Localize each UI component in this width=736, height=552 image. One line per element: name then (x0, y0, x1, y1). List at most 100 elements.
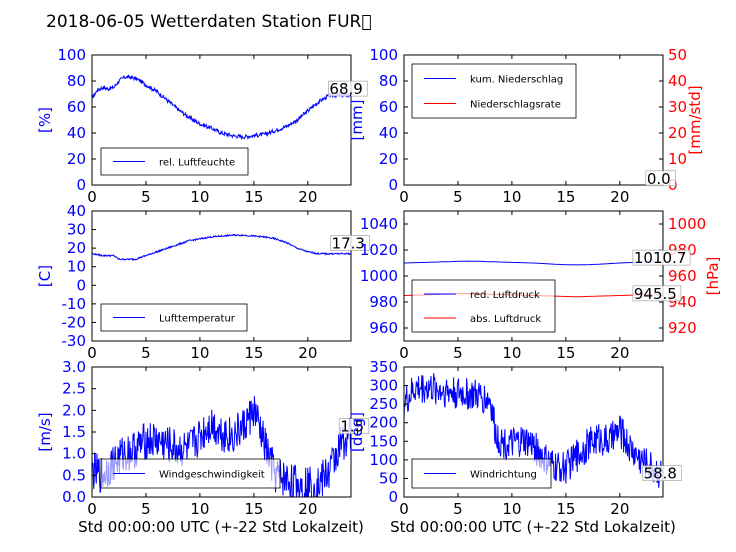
y2-tick-label: 20 (668, 124, 687, 142)
figure-title: 2018-06-05 Wetterdaten Station FUR  (46, 12, 372, 32)
y-tick-label: 2.5 (62, 380, 86, 398)
y-tick-label: -30 (62, 332, 87, 350)
legend-label: Windrichtung (470, 470, 537, 481)
y-tick-label: 60 (67, 98, 86, 116)
panel-precipitation: 05101520020406080100[mm]01020304050[mm/s… (348, 46, 704, 206)
y-tick-label: 350 (369, 358, 398, 376)
plot-frame-temperature (91, 210, 352, 342)
y-tick-label: 0 (76, 176, 86, 194)
x-tick-label: 10 (190, 188, 209, 206)
y-tick-label: 20 (67, 239, 86, 257)
x-tick-label: 20 (610, 344, 629, 362)
y-tick-label: 300 (369, 377, 398, 395)
y-tick-label: 80 (379, 72, 398, 90)
y-tick-label: 40 (67, 202, 86, 220)
x-tick-label: 20 (298, 500, 317, 518)
y2-tick-label: 40 (668, 72, 687, 90)
x-tick-label: 15 (244, 500, 263, 518)
legend-label: Windgeschwindigkeit (159, 470, 265, 481)
value-annotation-left-box (632, 249, 691, 266)
x-tick-label: 5 (453, 500, 463, 518)
y-tick-label: 3.0 (62, 358, 86, 376)
x-tick-label: 0 (399, 344, 409, 362)
legend-label: kum. Niederschlag (470, 75, 563, 86)
series-line-temperature-0 (92, 233, 351, 261)
legend-label: Lufttemperatur (159, 314, 236, 325)
value-annotation-right-box (632, 285, 682, 302)
legend-label: Niederschlagsrate (470, 100, 561, 111)
legend-label: abs. Luftdruck (470, 314, 541, 325)
x-tick-label: 15 (556, 500, 575, 518)
y2-axis-label: [mm/std] (686, 85, 704, 154)
y-tick-label: 1.0 (62, 445, 86, 463)
y-tick-label: 0 (388, 488, 398, 506)
value-annotation-box (645, 170, 676, 187)
x-tick-label: 15 (556, 188, 575, 206)
value-annotation-box (328, 80, 368, 97)
y-tick-label: 1000 (360, 267, 398, 285)
x-tick-label: 20 (298, 188, 317, 206)
x-tick-label: 10 (502, 188, 521, 206)
panel-winddirection: 0 5 10 15 20050100150200250300350[deg]Windri… (348, 358, 682, 518)
y-tick-label: 960 (369, 319, 398, 337)
panel-pressure: 0510152096098010001020104092094096098010… (360, 210, 722, 362)
y-axis-label: [mm] (348, 100, 366, 141)
x-axis-label-right: Std 00:00:00 UTC (+-22 Std Lokalzeit) (390, 518, 676, 536)
y-tick-label: 20 (67, 150, 86, 168)
y2-tick-label: 50 (668, 46, 687, 64)
y2-tick-label: 10 (668, 150, 687, 168)
y-tick-label: 0 (388, 176, 398, 194)
value-annotation: 17.3 (332, 234, 365, 252)
panel-windspeed: 0 5 10 15 20 0.0 0.5 1.0 1.5 2.0 2.5 3.0 [m/s] Windge… (36, 358, 370, 518)
value-annotation: 1.5 (340, 418, 364, 436)
panel-humidity: 0 5 10 15 20 0 20 40 60 80 100 [%] rel. Luftfeuchte 6… (36, 46, 368, 206)
x-tick-label: 5 (453, 344, 463, 362)
y-tick-label: 150 (369, 432, 398, 450)
value-annotation-left: 1010.7 (634, 249, 687, 267)
x-tick-label: 5 (453, 188, 463, 206)
y-tick-label: 50 (379, 469, 398, 487)
value-annotation-box (330, 235, 370, 251)
legend-label: red. Luftdruck (470, 290, 540, 301)
y-tick-label: 40 (67, 124, 86, 142)
x-tick-label: 5 (141, 500, 151, 518)
y-axis-label: [%] (36, 107, 54, 133)
y-axis-label: [C] (36, 265, 54, 287)
y-tick-label: 80 (67, 72, 86, 90)
y-tick-label: 100 (369, 46, 398, 64)
legend-box (411, 63, 577, 119)
x-tick-label: 10 (502, 344, 521, 362)
x-tick-label: 15 (244, 344, 263, 362)
y-tick-label: 100 (57, 46, 86, 64)
y-tick-label: 980 (369, 293, 398, 311)
y-axis-label: [deg] (348, 412, 366, 452)
x-tick-label: 5 (141, 344, 151, 362)
x-tick-label: 10 (190, 344, 209, 362)
y-tick-label: 40 (379, 124, 398, 142)
x-tick-label: 15 (244, 188, 263, 206)
plot-frame-humidity (91, 54, 352, 186)
y-tick-label: 0.0 (62, 488, 86, 506)
y-tick-label: 10 (67, 258, 86, 276)
value-annotation: 58.8 (644, 465, 677, 483)
legend-label: rel. Luftfeuchte (159, 158, 235, 169)
series-line-pressure-0 (404, 260, 663, 266)
y-tick-label: 100 (369, 451, 398, 469)
y2-tick-label: 1000 (668, 215, 706, 233)
x-tick-label: 20 (610, 188, 629, 206)
x-tick-label: 20 (298, 344, 317, 362)
x-axis-label-left: Std 00:00:00 UTC (+-22 Std Lokalzeit) (78, 518, 364, 536)
y-tick-label: 60 (379, 98, 398, 116)
x-tick-label: 15 (556, 344, 575, 362)
y-tick-label: -20 (62, 313, 87, 331)
y2-tick-label: 960 (668, 267, 697, 285)
x-tick-label: 5 (141, 188, 151, 206)
plot-frame-winddirection (403, 366, 664, 498)
y2-tick-label: 920 (668, 319, 697, 337)
panel-temperature: 0 5 10 15 20-30-20-10010203040[C]Lufttempera… (36, 202, 370, 362)
x-tick-label: 10 (502, 500, 521, 518)
y-tick-label: 1.5 (62, 423, 86, 441)
y-tick-label: 1020 (360, 241, 398, 259)
y-tick-label: 250 (369, 395, 398, 413)
